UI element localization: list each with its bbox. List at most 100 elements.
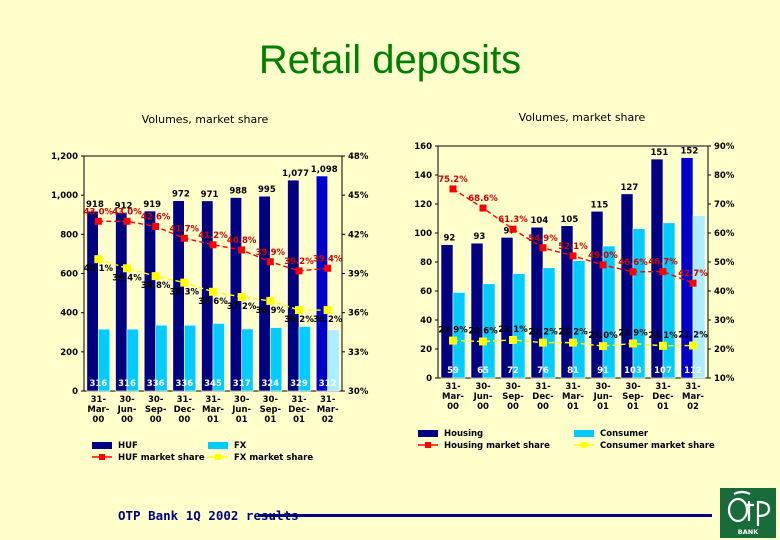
left-bar-huf	[115, 212, 128, 392]
right-share-b-point	[599, 342, 607, 351]
right-share-b-label: 21.1%	[648, 331, 678, 341]
right-share-a-point	[689, 279, 697, 287]
left-bar-fx	[298, 326, 311, 392]
right-share-b-point	[449, 336, 457, 345]
right-bar-housing	[470, 242, 484, 379]
left-ytick-left-label: 1,000	[51, 191, 78, 201]
left-category-label: 31-Mar-00	[87, 395, 109, 425]
left-share-b-point	[123, 264, 131, 273]
right-ytick-right-label: 70%	[714, 200, 735, 210]
right-category-label: 31-Dec-00	[532, 382, 554, 412]
right-share-b-point	[689, 341, 697, 350]
left-share-a-point	[266, 258, 274, 266]
left-legend-label-b: FX	[234, 441, 247, 451]
right-bar-label-consumer: 81	[567, 366, 579, 376]
left-share-b-label: 38.3%	[170, 288, 200, 298]
right-legend-swatch-a	[418, 430, 438, 437]
right-bar-housing	[440, 244, 454, 379]
footer-divider	[258, 514, 712, 517]
right-bar-housing	[620, 193, 634, 379]
left-share-a-label: 41.7%	[170, 224, 200, 234]
left-share-b-point	[180, 278, 189, 287]
left-share-a-label: 40.8%	[227, 236, 257, 246]
right-bar-label-consumer: 91	[597, 366, 609, 376]
left-bar-fx	[327, 329, 340, 392]
right-share-a-label: 42.7%	[678, 269, 708, 279]
left-share-a-point	[238, 246, 246, 254]
right-category-label: 30-Jun-00	[473, 382, 493, 412]
left-legend-label-c: HUF market share	[118, 453, 205, 463]
right-bar-consumer	[632, 228, 646, 379]
right-share-a-point	[569, 252, 577, 260]
right-bar-label-housing: 97	[503, 226, 515, 236]
left-share-b-point	[209, 287, 217, 296]
right-share-b-label: 22.6%	[468, 326, 498, 336]
right-share-b-label: 22.2%	[558, 328, 588, 338]
left-share-a-point	[180, 234, 188, 242]
left-share-b-label: 40.1%	[84, 264, 114, 274]
left-ytick-left-label: 1,200	[51, 152, 78, 162]
right-share-b-point	[509, 336, 517, 345]
left-share-a-label: 39.4%	[313, 254, 343, 264]
left-category-label: 31-Dec-00	[174, 395, 196, 425]
left-ytick-right-label: 30%	[348, 387, 369, 397]
right-share-b-point	[659, 341, 667, 350]
right-legend-marker-a	[425, 442, 431, 448]
right-ytick-right-label: 90%	[714, 142, 735, 152]
right-share-a-point	[539, 244, 547, 252]
left-bar-label-fx: 329	[290, 379, 308, 389]
left-share-b-point	[266, 296, 275, 305]
right-share-b-label: 23.1%	[498, 325, 528, 335]
left-share-b-label: 38.8%	[141, 281, 171, 291]
right-share-b-label: 21.9%	[618, 328, 648, 338]
left-share-a-point	[209, 241, 217, 249]
left-category-label: 30-Jun-01	[231, 395, 251, 425]
left-bar-fx	[155, 324, 168, 392]
right-share-a-point	[659, 268, 667, 276]
right-share-a-point	[479, 204, 487, 212]
right-bar-consumer	[572, 260, 586, 379]
left-share-a-point	[324, 264, 332, 272]
right-legend-label-c: Housing market share	[444, 441, 550, 451]
right-ytick-left-label: 40	[420, 316, 432, 326]
right-share-a-point	[599, 261, 607, 269]
left-share-b-label: 37.6%	[198, 297, 228, 307]
right-bar-consumer	[482, 283, 496, 379]
left-bar-label-fx: 345	[204, 379, 222, 389]
right-category-label: 31-Dec-01	[652, 382, 674, 412]
right-ytick-right-label: 50%	[714, 258, 735, 268]
right-bar-label-consumer: 65	[477, 366, 489, 376]
right-category-label: 30-Jun-01	[593, 382, 613, 412]
right-legend-marker-b	[581, 442, 587, 448]
right-ytick-right-label: 30%	[714, 316, 735, 326]
left-share-b-point	[323, 306, 332, 315]
right-share-a-label: 46.7%	[648, 258, 678, 268]
right-ytick-right-label: 80%	[714, 171, 735, 181]
right-bar-label-housing: 93	[473, 232, 485, 242]
right-ytick-right-label: 40%	[714, 287, 735, 297]
left-bar-label-huf: 912	[115, 201, 133, 211]
right-bar-label-housing: 104	[531, 216, 549, 226]
left-ytick-left-label: 400	[60, 309, 78, 319]
right-legend-label-a: Housing	[444, 429, 483, 439]
right-ytick-left-label: 60	[420, 287, 432, 297]
logo-text: BANK	[738, 528, 759, 536]
left-category-label: 31-Mar-01	[202, 395, 224, 425]
left-ytick-right-label: 39%	[348, 270, 369, 280]
left-legend-marker-a	[99, 454, 105, 460]
left-chart-subtitle: Volumes, market share	[142, 113, 269, 126]
right-ytick-left-label: 160	[414, 142, 432, 152]
left-ytick-left-label: 200	[60, 348, 78, 358]
right-share-a-point	[509, 225, 517, 233]
right-share-b-label: 21.2%	[678, 331, 708, 341]
left-bar-huf	[258, 195, 271, 392]
right-bar-label-housing: 92	[443, 234, 455, 244]
right-ytick-right-label: 10%	[714, 374, 735, 384]
right-bar-label-consumer: 59	[447, 366, 459, 376]
left-share-a-label: 39.9%	[256, 248, 286, 258]
left-category-label: 30-Sep-00	[145, 395, 167, 425]
right-share-b-point	[629, 339, 637, 348]
right-share-a-label: 46.6%	[618, 258, 648, 268]
left-bar-label-huf: 971	[201, 190, 219, 200]
left-bar-label-huf: 988	[229, 187, 247, 197]
